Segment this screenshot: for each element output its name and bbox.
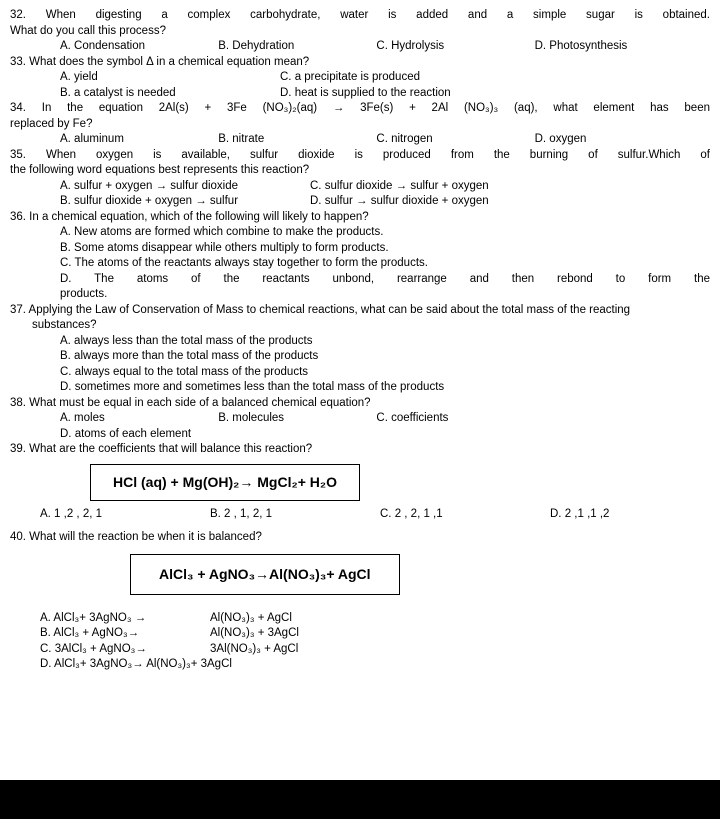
q39-opt-c: C. 2 , 2, 1 ,1 [380,507,540,523]
question-33: 33. What does the symbol Δ in a chemical… [10,55,710,102]
q40-opt-a-l: A. AlCl₃+ 3AgNO₃ → [40,611,210,627]
q36-opt-d: D. The atoms of the reactants unbond, re… [60,272,710,288]
q38-opt-b: B. molecules [218,411,373,427]
question-39: 39. What are the coefficients that will … [10,442,710,522]
q38-opt-d: D. atoms of each element [60,427,240,443]
q35-text: 35. When oxygen is available, sulfur dio… [10,148,710,164]
q33-opt-a: A. yield [60,70,280,86]
question-32: 32. When digesting a complex carbohydrat… [10,8,710,55]
q40-opt-d: D. AlCl₃+ 3AgNO₃→ Al(NO₃)₃+ 3AgCl [40,657,710,673]
q37-opt-d: D. sometimes more and sometimes less tha… [60,380,710,396]
q40-text: 40. What will the reaction be when it is… [10,530,710,546]
q35-opt-b: B. sulfur dioxide + oxygen → sulfur [60,194,310,210]
q33-options: A. yield B. a catalyst is needed C. a pr… [10,70,710,101]
q34-opt-c: C. nitrogen [376,132,531,148]
q32-options: A. Condensation B. Dehydration C. Hydrol… [10,39,710,55]
question-37: 37. Applying the Law of Conservation of … [10,303,710,396]
q39-opt-a: A. 1 ,2 , 2, 1 [40,507,200,523]
q35-sub: the following word equations best repres… [10,163,710,179]
q39-opt-b: B. 2 , 1, 2, 1 [210,507,370,523]
q40-opt-b-r: Al(NO₃)₃ + 3AgCl [210,626,299,642]
q37-text: 37. Applying the Law of Conservation of … [10,303,710,319]
q40-opt-b-l: B. AlCl₃ + AgNO₃→ [40,626,210,642]
question-34: 34. In the equation 2Al(s) + 3Fe (NO₃)₂(… [10,101,710,148]
q36-options: A. New atoms are formed which combine to… [10,225,710,303]
q33-opt-b: B. a catalyst is needed [60,86,280,102]
q37-opt-b: B. always more than the total mass of th… [60,349,710,365]
q35-opt-c: C. sulfur dioxide → sulfur + oxygen [310,179,489,195]
q33-opt-d: D. heat is supplied to the reaction [280,86,451,102]
q34-text: 34. In the equation 2Al(s) + 3Fe (NO₃)₂(… [10,101,710,117]
question-38: 38. What must be equal in each side of a… [10,396,710,443]
q39-opt-d: D. 2 ,1 ,1 ,2 [550,507,710,523]
q37-sub: substances? [10,318,710,334]
q34-opt-d: D. oxygen [535,132,690,148]
q38-opt-a: A. moles [60,411,215,427]
q34-opt-b: B. nitrate [218,132,373,148]
q35-opt-d: D. sulfur → sulfur dioxide + oxygen [310,194,489,210]
question-36: 36. In a chemical equation, which of the… [10,210,710,303]
q39-options: A. 1 ,2 , 2, 1 B. 2 , 1, 2, 1 C. 2 , 2, … [10,507,710,523]
q40-opt-a-r: Al(NO₃)₃ + AgCl [210,611,292,627]
q37-options: A. always less than the total mass of th… [10,334,710,396]
question-40: 40. What will the reaction be when it is… [10,530,710,672]
q40-options: A. AlCl₃+ 3AgNO₃ →Al(NO₃)₃ + AgCl B. AlC… [10,611,710,673]
q36-text: 36. In a chemical equation, which of the… [10,210,710,226]
q36-opt-b: B. Some atoms disappear while others mul… [60,241,710,257]
exam-page: 32. When digesting a complex carbohydrat… [0,0,720,780]
q34-sub: replaced by Fe? [10,117,710,133]
q37-opt-c: C. always equal to the total mass of the… [60,365,710,381]
q33-opt-c: C. a precipitate is produced [280,70,451,86]
q34-options: A. aluminum B. nitrate C. nitrogen D. ox… [10,132,710,148]
q32-opt-b: B. Dehydration [218,39,373,55]
q36-opt-c: C. The atoms of the reactants always sta… [60,256,710,272]
q39-equation: HCl (aq) + Mg(OH)₂→ MgCl₂+ H₂O [90,464,360,501]
q35-opt-a: A. sulfur + oxygen → sulfur dioxide [60,179,310,195]
bottom-bar [0,780,720,810]
q32-sub: What do you call this process? [10,24,710,40]
q36-opt-a: A. New atoms are formed which combine to… [60,225,710,241]
q32-opt-a: A. Condensation [60,39,215,55]
q36-opt-d2: products. [60,287,710,303]
q40-equation: AlCl₃ + AgNO₃→Al(NO₃)₃+ AgCl [130,554,400,595]
q38-opt-c: C. coefficients [376,411,531,427]
q40-opt-c-r: 3Al(NO₃)₃ + AgCl [210,642,298,658]
q32-text: 32. When digesting a complex carbohydrat… [10,8,710,24]
q37-opt-a: A. always less than the total mass of th… [60,334,710,350]
q38-options: A. moles B. molecules C. coefficients D.… [10,411,710,442]
q35-options: A. sulfur + oxygen → sulfur dioxide B. s… [10,179,710,210]
q33-text: 33. What does the symbol Δ in a chemical… [10,55,710,71]
q40-opt-c-l: C. 3AlCl₃ + AgNO₃→ [40,642,210,658]
q34-opt-a: A. aluminum [60,132,215,148]
q38-text: 38. What must be equal in each side of a… [10,396,710,412]
question-35: 35. When oxygen is available, sulfur dio… [10,148,710,210]
q39-text: 39. What are the coefficients that will … [10,442,710,458]
q32-opt-d: D. Photosynthesis [535,39,690,55]
q32-opt-c: C. Hydrolysis [376,39,531,55]
